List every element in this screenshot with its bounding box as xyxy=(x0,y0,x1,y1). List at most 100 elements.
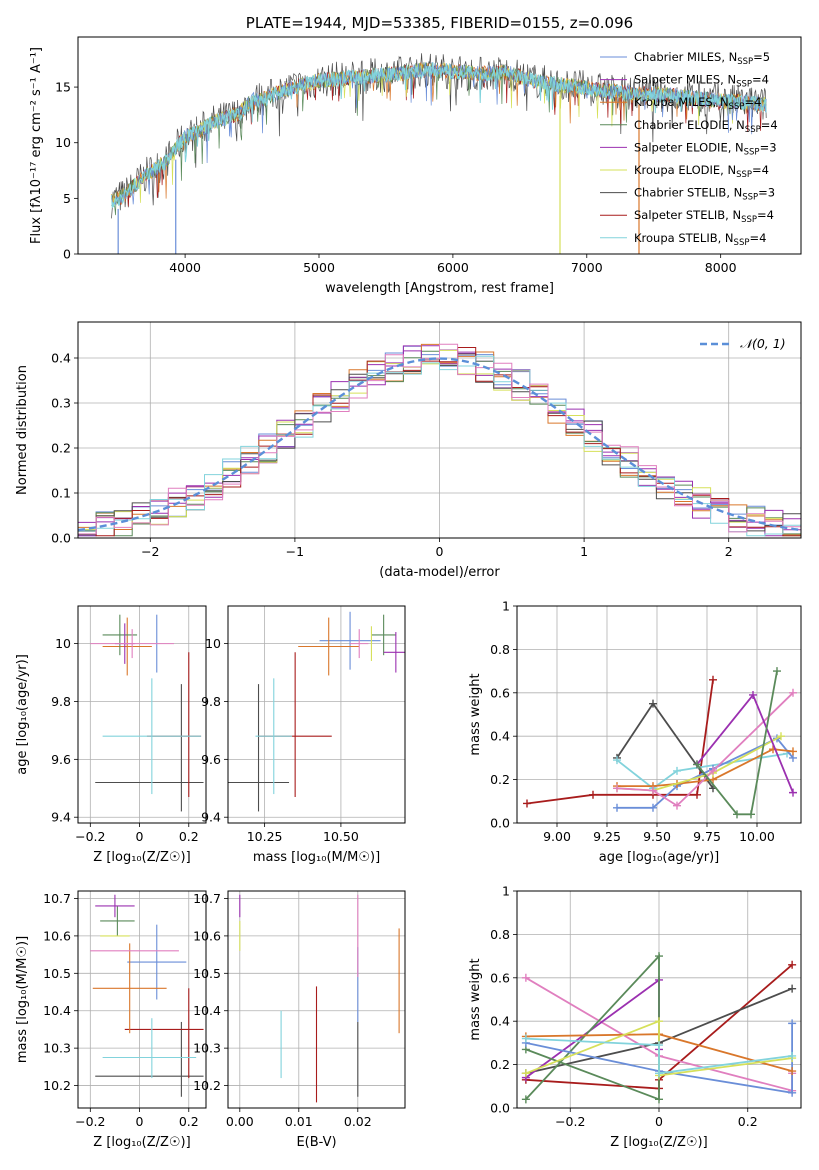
weight-marker-chabrier_elodie xyxy=(747,810,755,819)
plot-area-mass_vs_ebv xyxy=(239,894,400,1103)
panel-mass_vs_Z: −0.2 0 0.2 10.2 10.3 10.4 10.5 10.6 10.7 Z [log₁₀… xyxy=(15,890,207,1150)
weight-marker-chabrier_miles xyxy=(788,1088,797,1097)
legend-tail: =4 xyxy=(761,118,778,132)
legend-entry-kroupa_miles: Kroupa MILES, NSSP=4 xyxy=(634,95,761,112)
y-tick-label: 9.8 xyxy=(51,694,71,709)
y-tick-label: 10.7 xyxy=(43,891,71,906)
x-tick-label: 9.00 xyxy=(543,829,571,844)
legend-tail: =5 xyxy=(753,50,770,64)
y-tick-label: 10.2 xyxy=(43,1078,71,1093)
x-tick-label: 0.2 xyxy=(179,829,199,844)
x-tick-label: 9.50 xyxy=(643,829,671,844)
x-tick-label: 7000 xyxy=(571,260,603,275)
legend-tail: =4 xyxy=(752,163,769,177)
y-tick-label: 9.8 xyxy=(201,694,221,709)
weight-marker-kroupa_stelib xyxy=(673,766,681,775)
legend-sub: SSP xyxy=(736,80,752,90)
x-tick-label: −0.2 xyxy=(555,1114,585,1129)
weight-marker-salpeter_stelib xyxy=(788,960,797,969)
y-tick-label: 0.0 xyxy=(490,1101,510,1116)
panel-weight_vs_Z: −0.2 0 0.2 0.0 0.2 0.4 0.6 0.8 1 Z [log₁₀(Z/Z☉)] m… xyxy=(468,884,802,1150)
legend-label: Salpeter MILES, N xyxy=(634,73,736,87)
legend-sub: SSP xyxy=(729,102,745,112)
x-axis-label: (data-model)/error xyxy=(379,565,500,580)
weight-marker-chabrier_elodie xyxy=(773,667,781,676)
plot-area-mass_vs_Z xyxy=(90,894,204,1097)
y-tick-label: 9.6 xyxy=(201,752,221,767)
panel-mass_vs_ebv: 0.00 0.01 0.02 10.2 10.3 10.4 10.5 10.6 10.7 E(B-… xyxy=(193,890,406,1150)
plot-area-age_vs_Z xyxy=(90,614,204,812)
x-tick-label: 0.00 xyxy=(226,1114,254,1129)
panel-age_vs_Z: −0.2 0 0.2 9.4 9.6 9.8 10 Z [log₁₀(Z/Z☉)] age [l… xyxy=(15,605,207,865)
y-axis-label: Flux [fλ10⁻¹⁷ erg cm⁻² s⁻¹ A⁻¹] xyxy=(29,47,44,244)
panel-weight_vs_age: 9.00 9.25 9.50 9.75 10.00 0.0 0.2 0.4 0.6 0.8 1 age… xyxy=(468,599,802,865)
weight-marker-pink xyxy=(789,688,797,697)
plot-area-weight_vs_age xyxy=(523,667,797,819)
y-tick-label: 0.4 xyxy=(490,729,510,744)
legend-label: Salpeter STELIB, N xyxy=(634,208,741,222)
legend-tail: =3 xyxy=(758,186,775,200)
axes-frame xyxy=(77,605,207,824)
y-axis-label: mass [log₁₀(M/M☉)] xyxy=(15,936,30,1063)
x-tick-label: 10.25 xyxy=(247,829,283,844)
weight-marker-kroupa_stelib xyxy=(788,1051,797,1060)
weight-line-kroupa_stelib xyxy=(525,1037,793,1075)
axes-frame xyxy=(77,890,207,1109)
x-tick-label: 8000 xyxy=(705,260,737,275)
legend-sub: SSP xyxy=(736,170,752,180)
weight-marker-chabrier_elodie xyxy=(655,952,663,961)
x-tick-label: 4000 xyxy=(169,260,201,275)
y-tick-label: 0.0 xyxy=(490,816,510,831)
y-axis-label: Normed distribution xyxy=(15,365,30,495)
y-tick-label: 0.0 xyxy=(51,531,71,546)
y-tick-label: 0.4 xyxy=(51,351,71,366)
legend-label: Kroupa STELIB, N xyxy=(634,231,734,245)
weight-marker-salpeter_elodie xyxy=(749,690,757,699)
y-tick-label: 0.8 xyxy=(490,927,510,942)
y-tick-label: 10.3 xyxy=(193,1041,221,1056)
axes-frame xyxy=(77,36,802,255)
legend-sub: SSP xyxy=(741,215,757,225)
legend-label: Kroupa ELODIE, N xyxy=(634,163,736,177)
legend-sub: SSP xyxy=(744,147,760,157)
x-tick-label: 0.2 xyxy=(738,1114,758,1129)
plot-area-weight_vs_Z xyxy=(521,952,797,1104)
legend-sub: SSP xyxy=(742,193,758,203)
weight-marker-kroupa_miles xyxy=(788,1067,797,1076)
weight-marker-kroupa_stelib xyxy=(655,1041,663,1050)
y-tick-label: 0.6 xyxy=(490,970,510,985)
plot-area-age_vs_mass xyxy=(228,611,405,812)
y-tick-label: 0.6 xyxy=(490,685,510,700)
weight-marker-chabrier_miles xyxy=(649,803,657,812)
x-axis-label: E(B-V) xyxy=(296,1135,336,1150)
y-tick-label: 0.2 xyxy=(490,1057,510,1072)
x-tick-label: 0 xyxy=(655,1114,663,1129)
y-tick-label: 10.3 xyxy=(43,1041,71,1056)
weight-marker-chabrier_elodie xyxy=(733,810,741,819)
y-tick-label: 10.2 xyxy=(193,1078,221,1093)
spectrum-line-chabrier_miles xyxy=(111,62,767,207)
plot-area-spectrum xyxy=(111,53,767,254)
legend-tail: =4 xyxy=(749,231,766,245)
legend-entry-chabrier_stelib: Chabrier STELIB, NSSP=3 xyxy=(634,186,775,203)
y-tick-label: 10 xyxy=(205,636,221,651)
weight-marker-pink xyxy=(673,801,681,810)
legend-entry-salpeter_miles: Salpeter MILES, NSSP=4 xyxy=(634,73,769,90)
weight-marker-salpeter_stelib xyxy=(709,675,717,684)
weight-marker-kroupa_stelib xyxy=(521,1034,530,1043)
y-tick-label: 0.8 xyxy=(490,642,510,657)
x-tick-label: 0.02 xyxy=(344,1114,372,1129)
x-axis-label: mass [log₁₀(M/M☉)] xyxy=(253,850,380,865)
y-tick-label: 10.4 xyxy=(193,1003,221,1018)
y-tick-label: 0.1 xyxy=(51,486,71,501)
panel-spectrum: 4000 5000 6000 7000 8000 0 5 10 15 wavelength [An… xyxy=(29,14,802,296)
axes-frame xyxy=(516,605,802,824)
x-tick-label: 9.25 xyxy=(593,829,621,844)
weight-line-salpeter_elodie xyxy=(696,693,794,793)
weight-marker-kroupa_elodie xyxy=(655,1017,663,1026)
x-tick-label: 6000 xyxy=(437,260,469,275)
panel-residuals: −2 −1 0 1 2 0.0 0.1 0.2 0.3 0.4 (data-model)/error… xyxy=(15,321,802,580)
y-tick-label: 10.5 xyxy=(193,966,221,981)
y-tick-label: 0.2 xyxy=(490,772,510,787)
